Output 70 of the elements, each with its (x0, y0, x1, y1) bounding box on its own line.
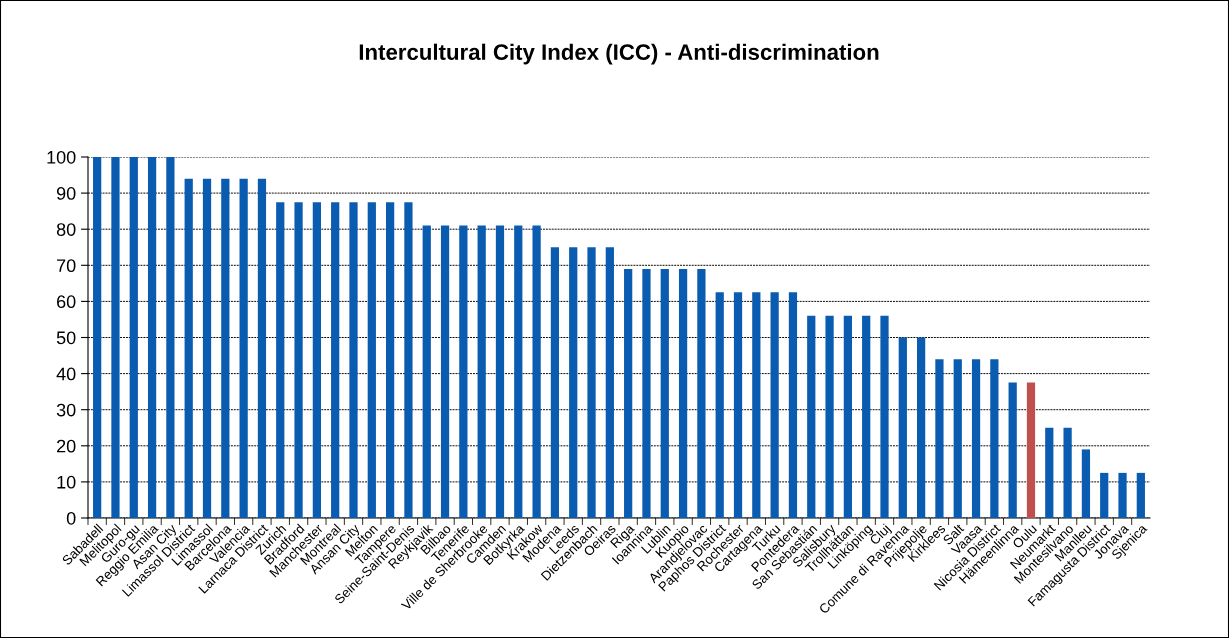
bar (276, 202, 285, 518)
bar (532, 225, 541, 518)
bar (312, 202, 321, 518)
y-tick-label: 60 (57, 295, 76, 309)
bar (1045, 427, 1054, 518)
bar (788, 292, 798, 518)
bar (825, 315, 834, 518)
bar (184, 178, 193, 518)
bar (1081, 449, 1091, 518)
y-tick-label: 70 (57, 259, 76, 273)
y-tick-label: 0 (66, 511, 76, 525)
bar (459, 225, 468, 518)
bar (898, 337, 907, 518)
bar (239, 178, 248, 518)
bar (697, 268, 706, 518)
y-tick-label: 40 (56, 367, 76, 381)
bar (660, 268, 669, 518)
bar (202, 178, 212, 518)
y-tick-label: 20 (57, 439, 76, 453)
bar (917, 337, 926, 518)
y-tick-label: 80 (56, 223, 76, 236)
y-tick-label: 50 (56, 331, 76, 345)
bar (733, 292, 743, 518)
bar (386, 202, 395, 518)
bar (166, 157, 175, 518)
bar (642, 268, 651, 518)
bar (422, 225, 431, 518)
bar (550, 247, 560, 518)
bar (569, 247, 578, 518)
bar (624, 268, 633, 518)
y-tick-label: 100 (47, 150, 76, 164)
bar (129, 157, 138, 518)
bar (862, 315, 871, 518)
bar (477, 225, 486, 518)
bar (111, 157, 120, 518)
bar (953, 359, 962, 518)
bar (935, 359, 944, 518)
bar (678, 268, 688, 518)
y-tick-label: 90 (56, 187, 76, 200)
bar (349, 202, 358, 518)
bar (257, 178, 267, 518)
bar (1063, 427, 1072, 518)
y-tick-label: 10 (57, 475, 76, 489)
bar (514, 225, 523, 518)
bar (715, 292, 724, 518)
bar (440, 225, 450, 518)
bar (147, 157, 157, 518)
bar (294, 202, 303, 518)
bar (1026, 382, 1036, 518)
bar (331, 202, 340, 518)
bar (404, 202, 413, 518)
bar (93, 157, 102, 518)
bar (1136, 472, 1145, 518)
bar (495, 225, 505, 518)
bar (770, 292, 779, 518)
bar (587, 247, 596, 518)
bar (971, 359, 981, 518)
bar (1008, 382, 1017, 518)
bar (843, 315, 852, 518)
bar (880, 315, 889, 518)
y-tick-label: 30 (56, 403, 76, 417)
chart-title: Intercultural City Index (ICC) - Anti-discrimination (359, 43, 879, 65)
bar (752, 292, 761, 518)
bar (605, 247, 614, 518)
bar (807, 315, 816, 518)
bar (221, 178, 230, 518)
bar (367, 202, 376, 518)
bar (1100, 472, 1109, 518)
bar (1118, 472, 1127, 518)
bar (990, 359, 999, 518)
